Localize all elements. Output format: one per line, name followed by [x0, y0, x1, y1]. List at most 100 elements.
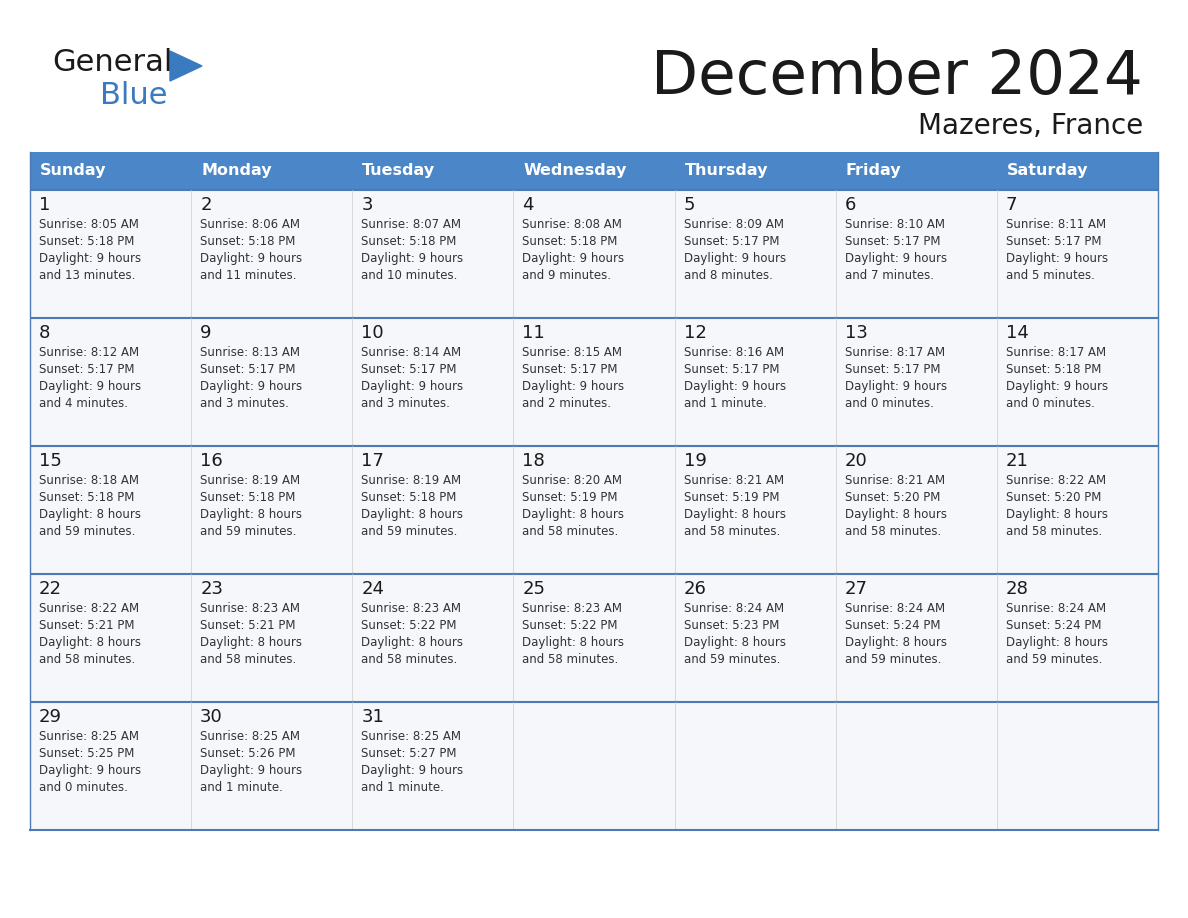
- Text: Sunset: 5:22 PM: Sunset: 5:22 PM: [523, 619, 618, 632]
- Text: and 5 minutes.: and 5 minutes.: [1006, 269, 1094, 282]
- Text: Sunrise: 8:23 AM: Sunrise: 8:23 AM: [361, 602, 461, 615]
- Text: Daylight: 8 hours: Daylight: 8 hours: [361, 508, 463, 521]
- Text: 4: 4: [523, 196, 533, 214]
- Text: Sunrise: 8:19 AM: Sunrise: 8:19 AM: [200, 474, 301, 487]
- Text: and 58 minutes.: and 58 minutes.: [683, 525, 779, 538]
- Text: Sunrise: 8:13 AM: Sunrise: 8:13 AM: [200, 346, 301, 359]
- Text: and 2 minutes.: and 2 minutes.: [523, 397, 612, 410]
- Text: and 8 minutes.: and 8 minutes.: [683, 269, 772, 282]
- Text: Blue: Blue: [100, 81, 168, 110]
- Text: 15: 15: [39, 452, 62, 470]
- Text: and 58 minutes.: and 58 minutes.: [200, 653, 296, 666]
- Text: Daylight: 9 hours: Daylight: 9 hours: [39, 380, 141, 393]
- Text: and 59 minutes.: and 59 minutes.: [845, 653, 941, 666]
- Text: 9: 9: [200, 324, 211, 342]
- Text: Sunset: 5:18 PM: Sunset: 5:18 PM: [39, 491, 134, 504]
- Text: Sunset: 5:26 PM: Sunset: 5:26 PM: [200, 747, 296, 760]
- Text: Thursday: Thursday: [684, 163, 769, 178]
- Text: Daylight: 8 hours: Daylight: 8 hours: [683, 636, 785, 649]
- Text: Sunrise: 8:25 AM: Sunrise: 8:25 AM: [361, 730, 461, 743]
- Text: 13: 13: [845, 324, 867, 342]
- Text: Sunrise: 8:22 AM: Sunrise: 8:22 AM: [39, 602, 139, 615]
- Bar: [191, 574, 353, 702]
- Bar: [835, 190, 997, 318]
- Text: Sunrise: 8:23 AM: Sunrise: 8:23 AM: [200, 602, 301, 615]
- Text: Sunrise: 8:18 AM: Sunrise: 8:18 AM: [39, 474, 139, 487]
- Text: 3: 3: [361, 196, 373, 214]
- Bar: [997, 190, 1158, 318]
- Text: Saturday: Saturday: [1007, 163, 1088, 178]
- Text: Sunset: 5:17 PM: Sunset: 5:17 PM: [361, 363, 456, 376]
- Bar: [835, 574, 997, 702]
- Text: and 7 minutes.: and 7 minutes.: [845, 269, 934, 282]
- Text: Sunset: 5:25 PM: Sunset: 5:25 PM: [39, 747, 134, 760]
- Text: 27: 27: [845, 580, 867, 598]
- Text: 12: 12: [683, 324, 707, 342]
- Text: 19: 19: [683, 452, 707, 470]
- Text: Sunrise: 8:15 AM: Sunrise: 8:15 AM: [523, 346, 623, 359]
- Text: Daylight: 9 hours: Daylight: 9 hours: [361, 252, 463, 265]
- Text: Sunset: 5:20 PM: Sunset: 5:20 PM: [1006, 491, 1101, 504]
- Text: 6: 6: [845, 196, 857, 214]
- Text: Sunrise: 8:21 AM: Sunrise: 8:21 AM: [845, 474, 944, 487]
- Text: Sunrise: 8:24 AM: Sunrise: 8:24 AM: [845, 602, 944, 615]
- Text: Sunrise: 8:14 AM: Sunrise: 8:14 AM: [361, 346, 461, 359]
- Text: Daylight: 9 hours: Daylight: 9 hours: [361, 764, 463, 777]
- Text: 31: 31: [361, 708, 384, 726]
- Text: Sunrise: 8:16 AM: Sunrise: 8:16 AM: [683, 346, 784, 359]
- Text: and 59 minutes.: and 59 minutes.: [200, 525, 297, 538]
- Text: Daylight: 8 hours: Daylight: 8 hours: [361, 636, 463, 649]
- Text: Daylight: 9 hours: Daylight: 9 hours: [200, 764, 302, 777]
- Bar: [997, 574, 1158, 702]
- Text: and 3 minutes.: and 3 minutes.: [200, 397, 289, 410]
- Text: Daylight: 9 hours: Daylight: 9 hours: [683, 252, 785, 265]
- Bar: [353, 574, 513, 702]
- Text: and 59 minutes.: and 59 minutes.: [683, 653, 781, 666]
- Text: 1: 1: [39, 196, 50, 214]
- Text: and 1 minute.: and 1 minute.: [361, 781, 444, 794]
- Bar: [997, 446, 1158, 574]
- Text: Sunset: 5:24 PM: Sunset: 5:24 PM: [845, 619, 940, 632]
- Text: Sunset: 5:18 PM: Sunset: 5:18 PM: [200, 491, 296, 504]
- Text: 8: 8: [39, 324, 50, 342]
- Text: 29: 29: [39, 708, 62, 726]
- Text: Sunset: 5:21 PM: Sunset: 5:21 PM: [39, 619, 134, 632]
- Text: Sunrise: 8:19 AM: Sunrise: 8:19 AM: [361, 474, 461, 487]
- Text: Daylight: 9 hours: Daylight: 9 hours: [1006, 380, 1108, 393]
- Text: Sunrise: 8:17 AM: Sunrise: 8:17 AM: [1006, 346, 1106, 359]
- Text: 22: 22: [39, 580, 62, 598]
- Text: 2: 2: [200, 196, 211, 214]
- Text: Sunset: 5:18 PM: Sunset: 5:18 PM: [1006, 363, 1101, 376]
- Bar: [353, 702, 513, 830]
- Text: Sunset: 5:18 PM: Sunset: 5:18 PM: [200, 235, 296, 248]
- Text: and 13 minutes.: and 13 minutes.: [39, 269, 135, 282]
- Text: Sunrise: 8:22 AM: Sunrise: 8:22 AM: [1006, 474, 1106, 487]
- Bar: [675, 574, 835, 702]
- Text: Sunset: 5:27 PM: Sunset: 5:27 PM: [361, 747, 456, 760]
- Text: General: General: [52, 48, 172, 77]
- Text: and 11 minutes.: and 11 minutes.: [200, 269, 297, 282]
- Text: Sunset: 5:24 PM: Sunset: 5:24 PM: [1006, 619, 1101, 632]
- Bar: [30, 152, 191, 190]
- Text: and 58 minutes.: and 58 minutes.: [39, 653, 135, 666]
- Text: Friday: Friday: [846, 163, 902, 178]
- Text: and 3 minutes.: and 3 minutes.: [361, 397, 450, 410]
- Text: Sunset: 5:17 PM: Sunset: 5:17 PM: [39, 363, 134, 376]
- Text: Sunrise: 8:06 AM: Sunrise: 8:06 AM: [200, 218, 301, 231]
- Text: Sunset: 5:21 PM: Sunset: 5:21 PM: [200, 619, 296, 632]
- Text: 23: 23: [200, 580, 223, 598]
- Text: Sunset: 5:20 PM: Sunset: 5:20 PM: [845, 491, 940, 504]
- Text: and 10 minutes.: and 10 minutes.: [361, 269, 457, 282]
- Bar: [30, 190, 191, 318]
- Bar: [353, 318, 513, 446]
- Text: Sunrise: 8:25 AM: Sunrise: 8:25 AM: [200, 730, 301, 743]
- Bar: [513, 190, 675, 318]
- Text: Daylight: 9 hours: Daylight: 9 hours: [1006, 252, 1108, 265]
- Bar: [353, 152, 513, 190]
- Text: Sunrise: 8:09 AM: Sunrise: 8:09 AM: [683, 218, 784, 231]
- Text: and 58 minutes.: and 58 minutes.: [361, 653, 457, 666]
- Text: Sunrise: 8:12 AM: Sunrise: 8:12 AM: [39, 346, 139, 359]
- Text: Daylight: 9 hours: Daylight: 9 hours: [39, 764, 141, 777]
- Text: Sunset: 5:18 PM: Sunset: 5:18 PM: [523, 235, 618, 248]
- Bar: [513, 318, 675, 446]
